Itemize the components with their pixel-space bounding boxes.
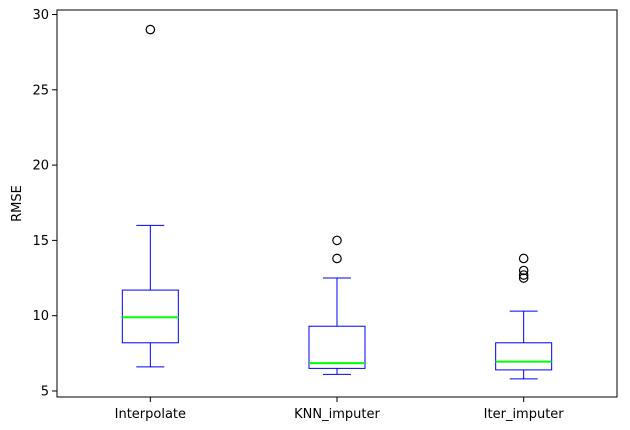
outlier-point xyxy=(332,235,342,246)
plot-marks xyxy=(121,24,553,380)
y-tick-label: 5 xyxy=(41,384,49,399)
outlier-point xyxy=(518,270,529,280)
outlier-point xyxy=(518,265,529,276)
x-tick-label: Interpolate xyxy=(115,407,186,422)
x-tick-label: Iter_imputer xyxy=(484,407,565,422)
y-tick-label: 25 xyxy=(32,83,49,98)
outlier-point xyxy=(518,273,529,283)
iqr-box xyxy=(308,325,366,369)
y-tick-label: 30 xyxy=(32,8,49,23)
y-axis-label: RMSE xyxy=(10,185,25,222)
box-group-iter-imputer xyxy=(495,253,553,380)
y-tick-label: 20 xyxy=(32,159,49,174)
iqr-box xyxy=(495,342,553,371)
x-axis: Interpolate KNN_imputer Iter_imputer xyxy=(115,397,565,422)
box-group-knn-imputer xyxy=(308,235,366,375)
y-tick-label: 10 xyxy=(32,309,49,324)
outlier-point xyxy=(332,253,342,264)
y-axis: 5 10 15 20 25 30 xyxy=(32,8,57,399)
plot-frame xyxy=(56,9,618,398)
box-group-interpolate xyxy=(121,24,179,368)
outlier-point xyxy=(518,253,529,264)
x-tick-label: KNN_imputer xyxy=(294,407,380,422)
outlier-point xyxy=(145,24,156,35)
y-tick-label: 15 xyxy=(32,234,49,249)
